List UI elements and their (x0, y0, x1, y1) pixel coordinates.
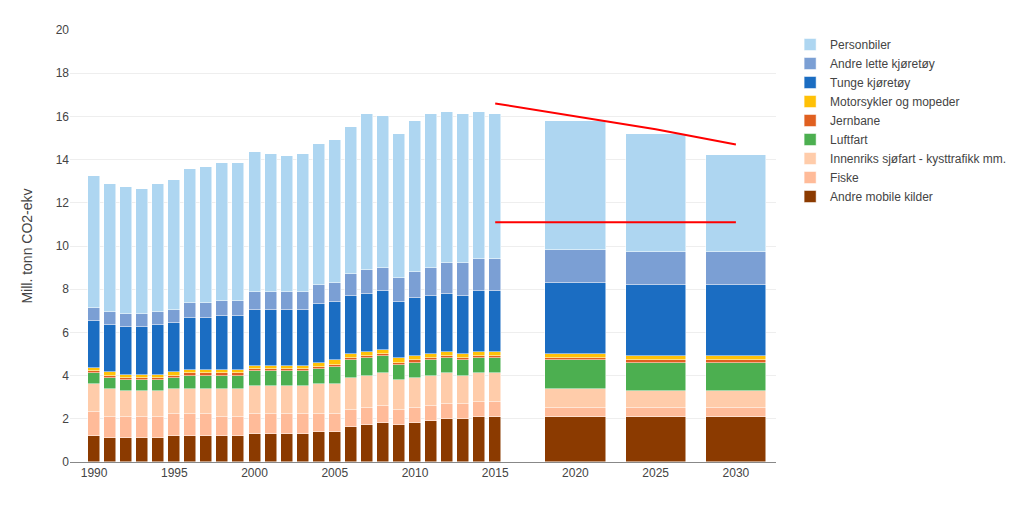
svg-text:2000: 2000 (241, 466, 268, 480)
svg-text:2030: 2030 (723, 466, 750, 480)
svg-text:14: 14 (56, 153, 70, 167)
svg-text:Jernbane: Jernbane (830, 114, 880, 128)
svg-text:4: 4 (62, 369, 69, 383)
svg-text:Andre lette kjøretøy: Andre lette kjøretøy (830, 57, 935, 71)
svg-text:16: 16 (56, 110, 70, 124)
svg-text:2: 2 (62, 412, 69, 426)
svg-text:0: 0 (62, 455, 69, 469)
svg-text:10: 10 (56, 239, 70, 253)
svg-text:Andre mobile kilder: Andre mobile kilder (830, 190, 933, 204)
svg-text:Luftfart: Luftfart (830, 133, 868, 147)
svg-text:1995: 1995 (161, 466, 188, 480)
svg-text:Mill. tonn CO2-ekv: Mill. tonn CO2-ekv (19, 188, 35, 303)
svg-text:12: 12 (56, 196, 70, 210)
svg-text:1990: 1990 (81, 466, 108, 480)
svg-text:Fiske: Fiske (830, 171, 859, 185)
svg-text:20: 20 (56, 23, 70, 37)
svg-text:Motorsykler og mopeder: Motorsykler og mopeder (830, 95, 959, 109)
svg-text:Personbiler: Personbiler (830, 38, 891, 52)
svg-text:2020: 2020 (562, 466, 589, 480)
svg-text:8: 8 (62, 282, 69, 296)
svg-text:Tunge kjøretøy: Tunge kjøretøy (830, 76, 910, 90)
svg-text:6: 6 (62, 326, 69, 340)
svg-text:2025: 2025 (642, 466, 669, 480)
svg-text:2010: 2010 (402, 466, 429, 480)
svg-text:18: 18 (56, 66, 70, 80)
svg-text:Innenriks sjøfart - kysttrafik: Innenriks sjøfart - kysttrafikk mm. (830, 152, 1006, 166)
svg-text:2015: 2015 (482, 466, 509, 480)
svg-text:2005: 2005 (321, 466, 348, 480)
